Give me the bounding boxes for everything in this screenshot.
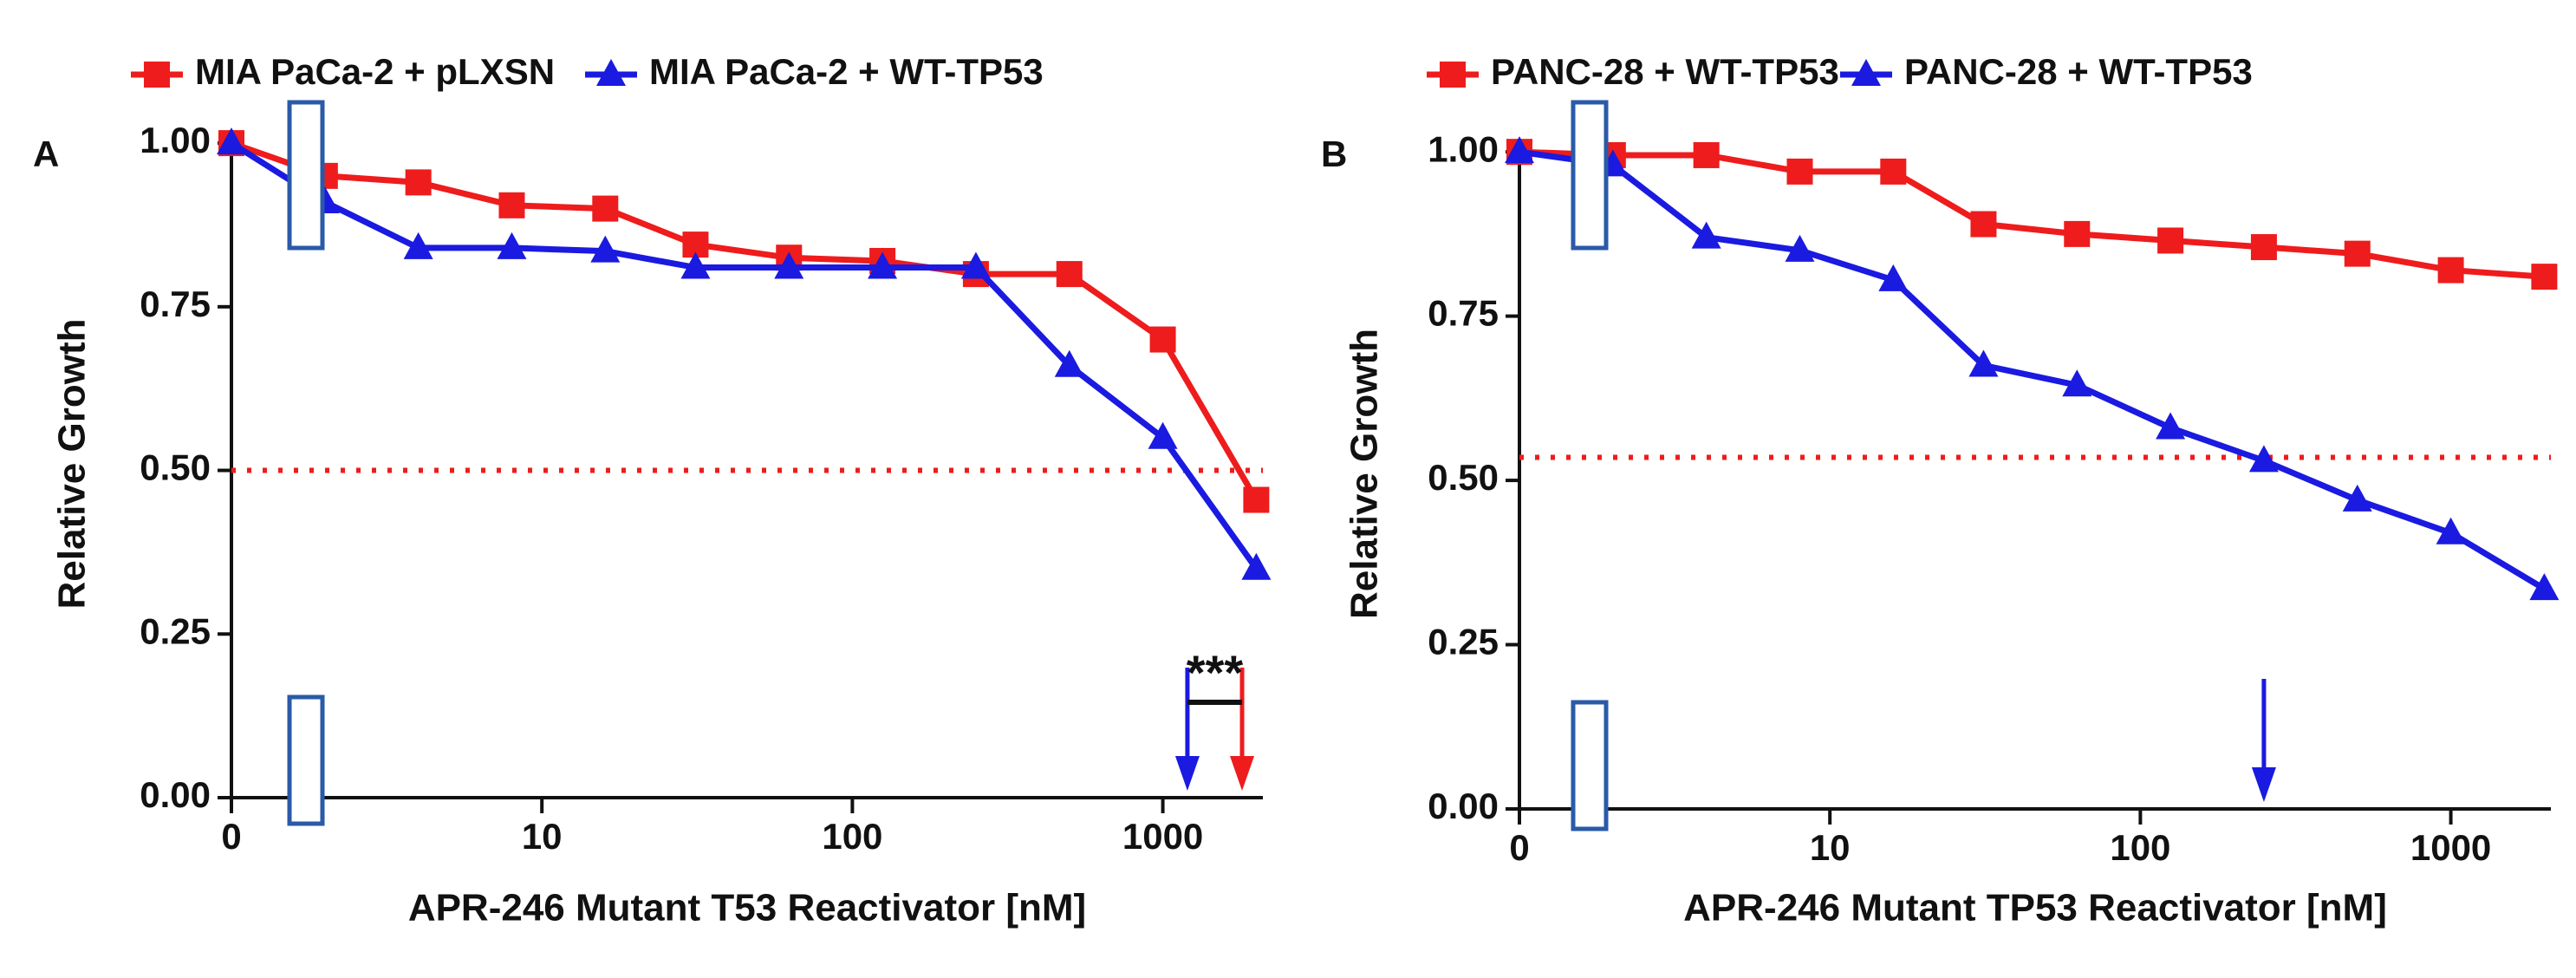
legend-marker <box>596 59 626 86</box>
x-tick-label: 100 <box>822 816 882 857</box>
data-point <box>1693 141 1720 168</box>
data-point <box>2437 257 2464 284</box>
data-point <box>403 231 433 259</box>
data-point <box>497 231 527 259</box>
panel-label: A <box>33 134 59 174</box>
x-axis-label: APR-246 Mutant TP53 Reactivator [nM] <box>1683 887 2387 929</box>
data-point <box>405 169 432 196</box>
data-point <box>2436 517 2466 544</box>
y-axis-label: Relative Growth <box>1343 329 1386 619</box>
x-axis-label: APR-246 Mutant T53 Reactivator [nM] <box>408 887 1086 929</box>
data-point <box>1970 211 1997 238</box>
data-point <box>592 195 619 222</box>
arrow-head <box>1174 756 1200 791</box>
data-point <box>1785 234 1815 262</box>
axis-break <box>287 100 325 251</box>
arrow-head <box>2251 767 2276 802</box>
data-point <box>2344 240 2371 267</box>
data-point <box>2531 264 2558 290</box>
data-point <box>2248 445 2279 473</box>
legend-label: PANC-28 + WT-TP53 <box>1904 51 2253 92</box>
data-point <box>2250 234 2277 261</box>
panel-label: B <box>1321 134 1347 174</box>
x-tick-label: 100 <box>2110 827 2170 868</box>
data-point <box>774 251 804 279</box>
y-tick-label: 0.50 <box>1428 457 1499 498</box>
x-tick-label: 1000 <box>1122 816 1203 857</box>
y-tick-label: 1.00 <box>1428 128 1499 169</box>
data-point <box>2156 412 2186 440</box>
x-tick-label: 10 <box>522 816 563 857</box>
y-tick-label: 0.25 <box>140 610 211 651</box>
x-tick-label: 1000 <box>2410 827 2491 868</box>
data-point <box>1786 158 1813 185</box>
data-point <box>1241 552 1272 580</box>
y-tick-label: 0.75 <box>1428 293 1499 334</box>
data-point <box>2529 573 2560 601</box>
data-point <box>2062 369 2092 397</box>
y-tick-label: 0.50 <box>140 447 211 488</box>
data-point <box>1149 326 1176 353</box>
data-point <box>868 251 898 279</box>
data-point <box>1505 136 1534 164</box>
legend-label: MIA PaCa-2 + WT-TP53 <box>649 51 1044 92</box>
data-point <box>590 235 621 263</box>
data-point <box>680 251 711 279</box>
y-tick-label: 1.00 <box>140 120 211 160</box>
series-line <box>1519 148 2547 592</box>
data-point <box>217 127 246 155</box>
data-point <box>1878 264 1909 291</box>
legend-marker <box>144 62 170 88</box>
data-point <box>2342 484 2372 512</box>
series-line <box>230 140 1259 502</box>
data-point <box>2157 227 2184 254</box>
y-tick-label: 0.00 <box>140 774 211 815</box>
y-axis-label: Relative Growth <box>51 319 94 610</box>
legend-marker <box>1440 62 1466 88</box>
x-tick-label: 0 <box>1509 827 1529 868</box>
arrow-head <box>1230 756 1255 791</box>
data-point <box>498 192 525 218</box>
legend-label: PANC-28 + WT-TP53 <box>1491 51 1839 92</box>
data-point <box>1243 486 1270 513</box>
y-tick-label: 0.00 <box>1428 786 1499 826</box>
data-point <box>1880 158 1907 185</box>
data-point <box>1968 349 1999 377</box>
legend-marker <box>1851 59 1881 86</box>
axis-break <box>1571 100 1609 251</box>
series-line <box>230 140 1259 570</box>
significance-label: *** <box>1187 645 1244 700</box>
y-tick-label: 0.25 <box>1428 622 1499 662</box>
data-point <box>1054 349 1084 377</box>
legend-label: MIA PaCa-2 + pLXSN <box>195 51 555 92</box>
x-tick-label: 10 <box>1810 827 1851 868</box>
data-point <box>1148 421 1178 449</box>
series-line <box>1519 148 2545 280</box>
axis-break <box>287 694 325 826</box>
data-point <box>1056 261 1083 288</box>
axis-break <box>1571 700 1609 831</box>
y-tick-label: 0.75 <box>140 284 211 324</box>
data-point <box>2064 220 2091 247</box>
data-point <box>960 251 991 279</box>
data-point <box>1691 221 1721 249</box>
x-tick-label: 0 <box>221 816 241 857</box>
